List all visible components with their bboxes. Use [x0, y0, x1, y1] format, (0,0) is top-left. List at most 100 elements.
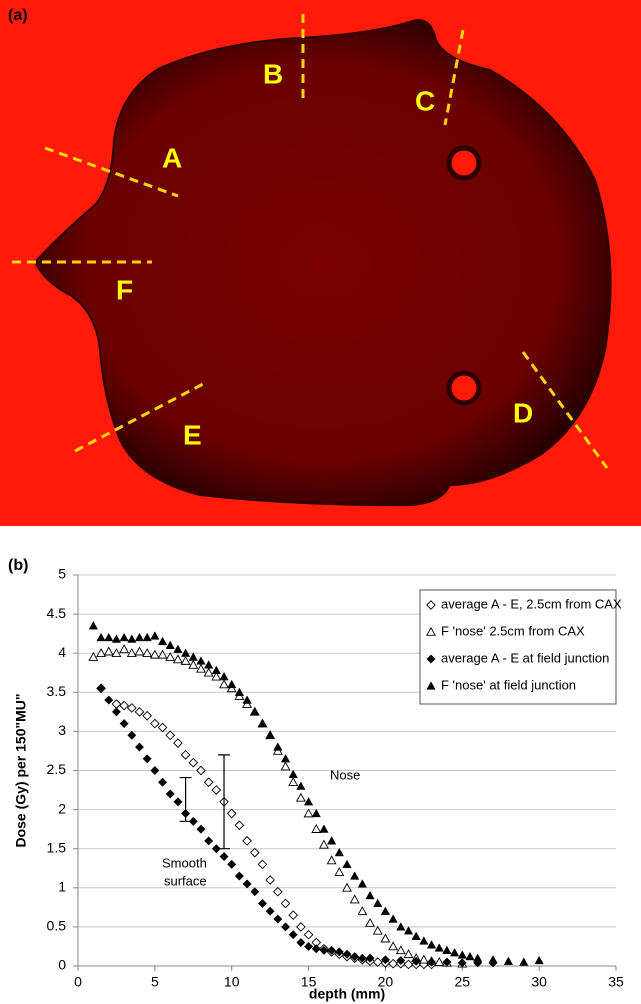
data-point — [258, 719, 266, 727]
data-point — [189, 653, 197, 661]
data-point — [151, 651, 159, 659]
data-point — [235, 872, 243, 880]
marker-hole — [449, 148, 479, 178]
data-point — [427, 941, 435, 949]
data-point — [135, 633, 143, 641]
data-point — [281, 899, 289, 907]
error-bar — [180, 778, 192, 822]
data-point — [128, 704, 136, 712]
x-tick-label: 10 — [224, 974, 240, 990]
data-point — [220, 672, 228, 680]
data-point — [143, 633, 151, 641]
y-tick-label: 3 — [58, 722, 66, 738]
data-point — [158, 778, 166, 786]
region-label: D — [513, 397, 533, 428]
data-point — [166, 653, 174, 661]
data-point — [297, 923, 305, 931]
data-point — [174, 798, 182, 806]
data-point — [204, 778, 212, 786]
data-point — [212, 666, 220, 674]
data-point — [197, 766, 205, 774]
panel-label: (a) — [8, 7, 28, 24]
data-point — [297, 938, 305, 946]
x-tick-label: 5 — [151, 974, 159, 990]
data-point — [420, 956, 428, 964]
data-point — [281, 762, 289, 770]
data-point — [197, 657, 205, 665]
data-point — [120, 719, 128, 727]
data-point — [151, 632, 159, 640]
data-point — [204, 837, 212, 845]
data-point — [251, 888, 259, 896]
x-tick-label: 0 — [74, 974, 82, 990]
annotation: surface — [164, 873, 207, 888]
data-point — [335, 868, 343, 876]
data-point — [112, 708, 120, 716]
y-axis-label: Dose (Gy) per 150"MU" — [13, 693, 29, 847]
data-point — [450, 949, 458, 957]
panel-a: (a) A B C D E F — [0, 0, 641, 526]
data-point — [489, 956, 497, 964]
data-point — [105, 647, 113, 655]
data-point — [304, 931, 312, 939]
data-point — [343, 860, 351, 868]
data-point — [97, 633, 105, 641]
data-point — [404, 927, 412, 935]
data-point — [327, 856, 335, 864]
y-tick-label: 2.5 — [47, 761, 67, 777]
legend-label: average A - E, 2.5cm from CAX — [441, 596, 622, 611]
x-tick-label: 30 — [531, 974, 547, 990]
data-point — [158, 637, 166, 645]
data-point — [128, 731, 136, 739]
data-point — [358, 907, 366, 915]
y-tick-label: 0.5 — [47, 918, 67, 934]
y-tick-label: 1.5 — [47, 839, 67, 855]
region-label: A — [162, 142, 182, 173]
data-point — [466, 952, 474, 960]
data-point — [304, 942, 312, 950]
data-point — [166, 641, 174, 649]
data-point — [143, 712, 151, 720]
data-point — [112, 700, 120, 708]
data-point — [443, 946, 451, 954]
data-point — [374, 927, 382, 935]
y-tick-label: 5 — [58, 566, 66, 582]
data-point — [181, 657, 189, 665]
data-point — [312, 809, 320, 817]
x-tick-label: 35 — [608, 974, 624, 990]
data-point — [189, 758, 197, 766]
data-point — [327, 837, 335, 845]
data-point — [143, 755, 151, 763]
y-tick-label: 3.5 — [47, 683, 67, 699]
data-point — [120, 633, 128, 641]
data-point — [135, 743, 143, 751]
data-point — [158, 651, 166, 659]
data-point — [166, 790, 174, 798]
data-point — [312, 945, 320, 953]
data-point — [105, 633, 113, 641]
data-point — [174, 645, 182, 653]
data-point — [97, 684, 105, 692]
data-point — [274, 743, 282, 751]
data-point — [258, 899, 266, 907]
figure: (a) A B C D E F (b) 00.511.522.533.544.5… — [0, 0, 641, 1004]
region-label: B — [263, 58, 283, 89]
legend-label: F 'nose' 2.5cm from CAX — [441, 623, 585, 638]
data-point — [251, 848, 259, 856]
data-point — [289, 931, 297, 939]
data-point — [89, 622, 97, 630]
data-point — [289, 778, 297, 786]
data-point — [251, 708, 259, 716]
y-tick-label: 2 — [58, 800, 66, 816]
data-point — [320, 825, 328, 833]
data-point — [473, 954, 481, 962]
data-point — [120, 645, 128, 653]
data-point — [366, 891, 374, 899]
data-point — [320, 841, 328, 849]
data-point — [120, 701, 128, 709]
data-point — [504, 957, 512, 965]
region-label: C — [415, 85, 435, 116]
data-point — [174, 739, 182, 747]
data-point — [281, 755, 289, 763]
data-point — [381, 907, 389, 915]
